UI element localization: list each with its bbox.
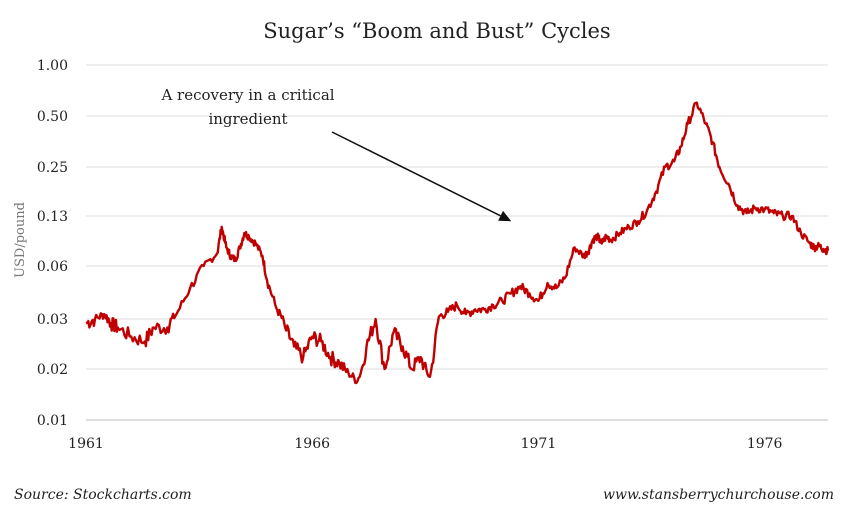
y-tick-label: 0.03 — [37, 312, 68, 328]
source-note: Source: Stockcharts.com — [14, 487, 192, 503]
series-line — [85, 101, 830, 385]
x-tick-label: 1966 — [294, 436, 330, 452]
y-tick-label: 0.02 — [37, 362, 68, 378]
website-credit: www.stansberrychurchouse.com — [603, 487, 834, 503]
gridlines — [86, 64, 828, 421]
annotation-line-2: ingredient — [208, 110, 287, 128]
y-tick-label: 0.01 — [37, 413, 68, 429]
annotation: A recovery in a critical ingredient — [160, 86, 512, 222]
x-tick-label: 1971 — [521, 436, 557, 452]
chart: Sugar’s “Boom and Bust” Cycles 1.00 0.50 0… — [13, 19, 830, 452]
annotation-arrow — [331, 131, 501, 217]
y-tick-label: 0.50 — [37, 109, 68, 125]
y-tick-label: 1.00 — [37, 58, 68, 74]
annotation-line-1: A recovery in a critical — [160, 86, 334, 104]
x-tick-labels: 1961 1966 1971 1976 — [68, 436, 782, 452]
y-tick-labels: 1.00 0.50 0.25 0.13 0.06 0.03 0.02 0.01 — [37, 58, 68, 429]
y-tick-label: 0.13 — [37, 209, 68, 225]
y-tick-label: 0.25 — [37, 160, 68, 176]
y-tick-label: 0.06 — [37, 259, 68, 275]
annotation-arrowhead — [498, 210, 512, 222]
chart-title: Sugar’s “Boom and Bust” Cycles — [263, 19, 610, 43]
x-tick-label: 1976 — [747, 436, 783, 452]
x-tick-label: 1961 — [68, 436, 104, 452]
y-axis-label: USD/pound — [13, 202, 28, 278]
